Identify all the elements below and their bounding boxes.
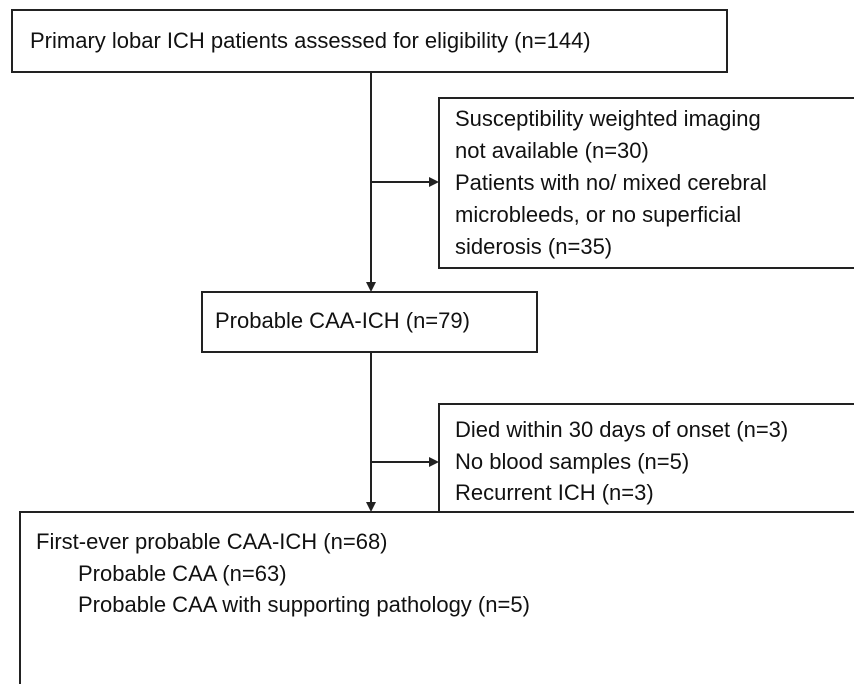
arrowhead xyxy=(366,282,376,292)
box xyxy=(19,511,854,684)
box-text: not available (n=30) xyxy=(455,138,649,163)
box-text: Susceptibility weighted imaging xyxy=(455,106,761,131)
box xyxy=(201,291,538,353)
box-text: Probable CAA-ICH (n=79) xyxy=(215,308,470,333)
box xyxy=(11,9,728,73)
box-text: siderosis (n=35) xyxy=(455,234,612,259)
box-text: Recurrent ICH (n=3) xyxy=(455,480,654,505)
box xyxy=(438,403,854,521)
box-text: First-ever probable CAA-ICH (n=68) xyxy=(36,529,388,554)
arrowhead xyxy=(366,502,376,512)
box-text: Probable CAA with supporting pathology (… xyxy=(78,592,530,617)
arrowhead xyxy=(429,177,439,187)
box-text: Probable CAA (n=63) xyxy=(78,561,287,586)
arrowhead xyxy=(429,457,439,467)
box xyxy=(438,97,854,269)
box-text: Primary lobar ICH patients assessed for … xyxy=(30,28,591,53)
box-text: No blood samples (n=5) xyxy=(455,449,689,474)
box-text: Died within 30 days of onset (n=3) xyxy=(455,417,788,442)
box-text: microbleeds, or no superficial xyxy=(455,202,741,227)
box-text: Patients with no/ mixed cerebral xyxy=(455,170,767,195)
